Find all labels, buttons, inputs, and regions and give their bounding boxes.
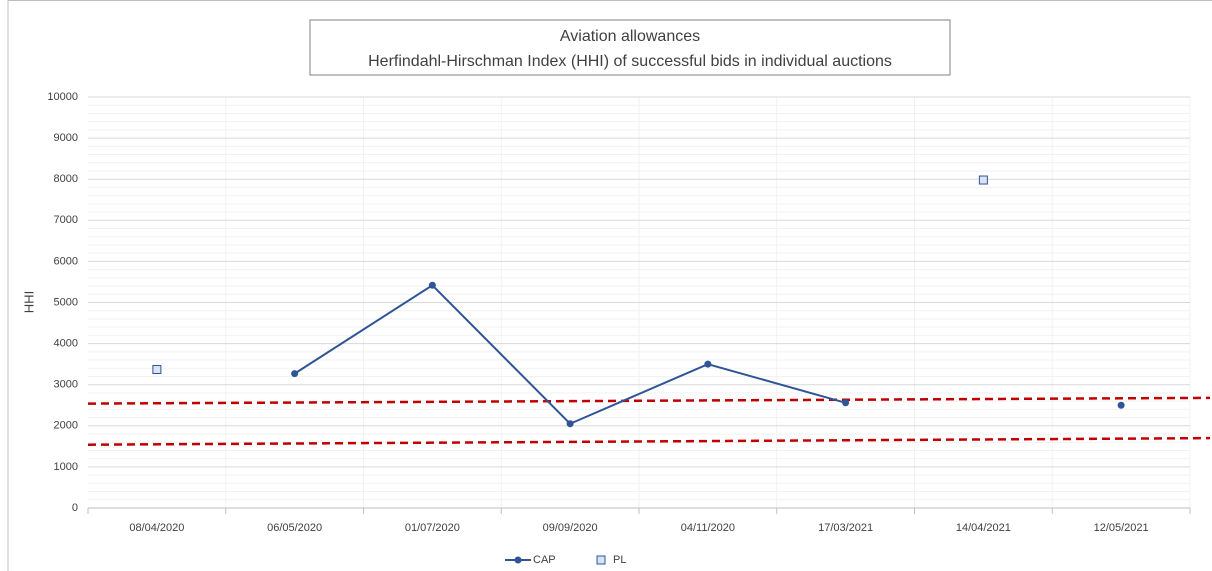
legend-marker [596,555,606,565]
legend-marker [514,556,522,564]
y-tick-label: 2000 [54,420,78,432]
y-tick-label: 9000 [54,132,78,144]
x-tick-label: 01/07/2020 [405,522,460,534]
point [152,364,162,374]
y-tick-label: 3000 [54,379,78,391]
x-tick-label: 17/03/2021 [818,522,873,534]
y-tick-label: 5000 [54,296,78,308]
y-axis-label: HHI [21,291,36,313]
y-tick-label: 4000 [54,338,78,350]
point [428,281,436,289]
point [1117,401,1125,409]
y-tick-label: 8000 [54,173,78,185]
point [566,420,574,428]
x-tick-label: 08/04/2020 [129,522,184,534]
chart-subtitle: Herfindahl-Hirschman Index (HHI) of succ… [368,53,892,70]
y-tick-label: 7000 [54,214,78,226]
y-tick-label: 6000 [54,255,78,267]
chart-title: Aviation allowances [560,28,700,45]
point [704,360,712,368]
y-tick-label: 10000 [47,91,78,103]
x-tick-label: 06/05/2020 [267,522,322,534]
y-tick-label: 0 [72,502,78,514]
point [978,175,988,185]
y-tick-label: 1000 [54,461,78,473]
legend-label: CAP [533,554,556,566]
x-tick-label: 04/11/2020 [681,522,735,534]
x-tick-label: 09/09/2020 [543,522,598,534]
legend-label: PL [613,554,626,566]
x-tick-label: 12/05/2021 [1094,522,1149,534]
point [842,399,850,407]
reference-line [87,396,1211,405]
reference-line [87,436,1211,446]
title-box [309,19,951,76]
point [291,370,299,378]
x-tick-label: 14/04/2021 [956,522,1011,534]
